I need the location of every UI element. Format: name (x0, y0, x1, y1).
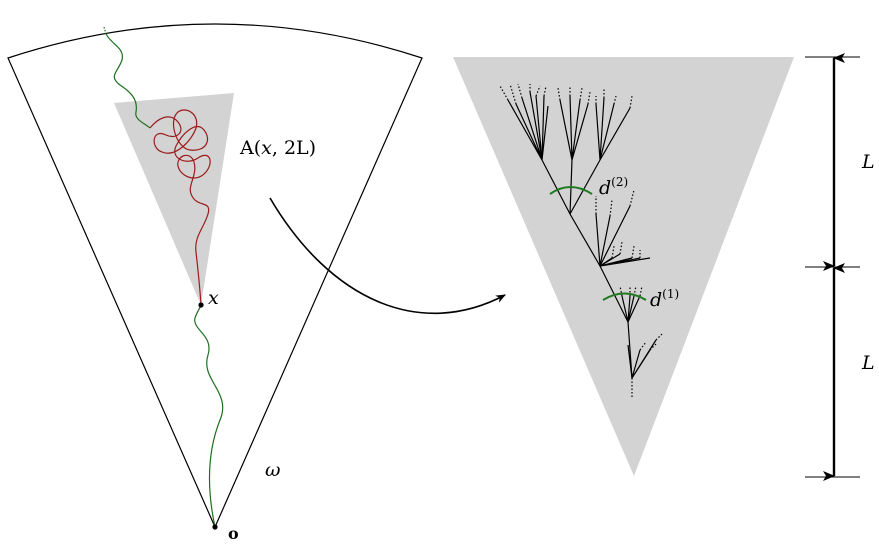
label-length-top: L (861, 151, 875, 173)
point-x (198, 302, 204, 308)
label-length-bottom: L (861, 352, 875, 374)
label-x: x (208, 287, 219, 309)
label-d1: d(1) (650, 287, 679, 311)
green-path-upper (105, 33, 151, 129)
arc-d2 (549, 186, 593, 195)
zoom-triangle (453, 57, 794, 476)
length-scale (805, 53, 860, 481)
green-path-lower (194, 304, 224, 528)
origin-point (212, 524, 218, 530)
arc-d1 (602, 292, 647, 301)
green-path-dots (103, 26, 107, 35)
label-origin: o (228, 524, 239, 543)
red-path (149, 109, 211, 306)
zoom-arrow (269, 197, 506, 315)
label-omega: ω (265, 459, 281, 481)
sector-cone (7, 23, 423, 529)
sector-outline (7, 23, 423, 529)
label-annulus: A(x, 2L) (239, 137, 316, 159)
branching-tree (499, 83, 663, 398)
label-d2: d(2) (599, 175, 628, 199)
annulus-cone (114, 93, 234, 305)
